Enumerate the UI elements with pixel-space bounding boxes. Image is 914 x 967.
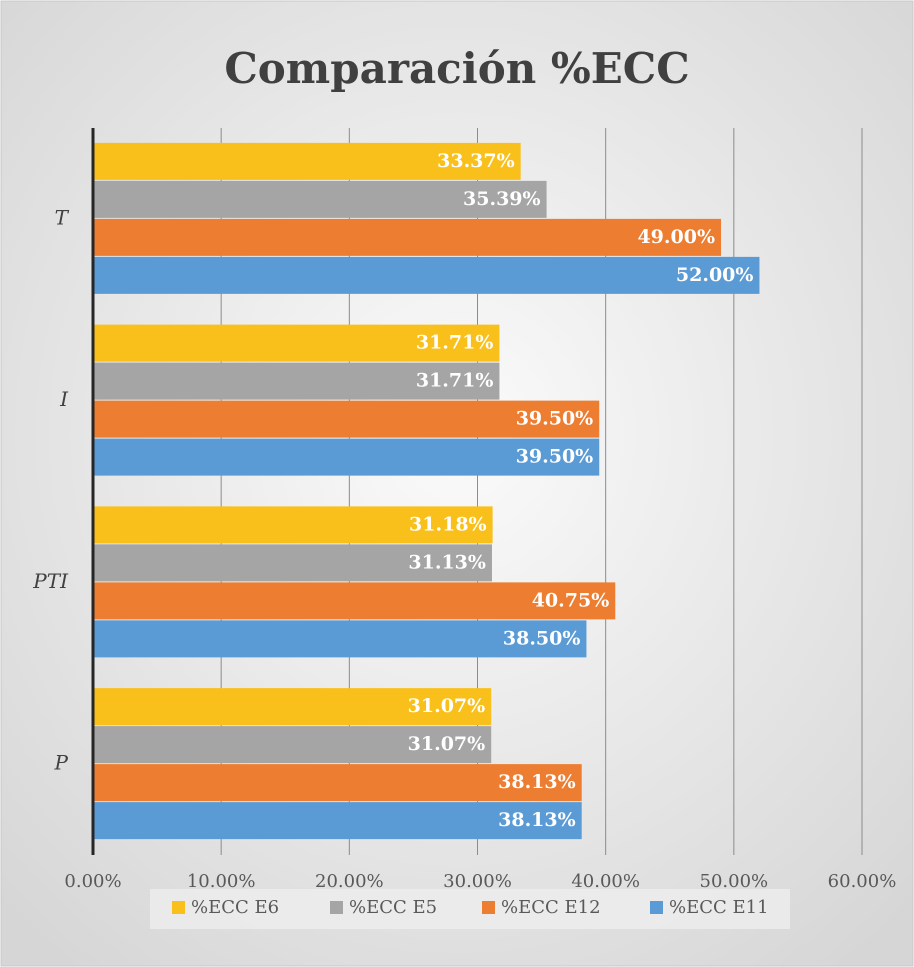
bar	[93, 726, 492, 764]
x-tick-label: 20.00%	[315, 871, 384, 892]
y-tick-label: I	[59, 387, 69, 411]
legend-swatch	[482, 901, 495, 914]
bar	[93, 142, 521, 180]
bar	[93, 544, 492, 582]
data-label: 35.39%	[463, 188, 541, 210]
chart-title: Comparación %ECC	[224, 44, 689, 93]
data-label: 31.07%	[408, 733, 486, 755]
y-tick-label: P	[54, 751, 69, 775]
bar	[93, 400, 600, 438]
legend-label: %ECC E12	[501, 897, 601, 918]
bar	[93, 688, 492, 726]
data-label: 49.00%	[637, 226, 715, 248]
legend-box	[150, 889, 790, 929]
bar	[93, 438, 600, 476]
x-tick-label: 60.00%	[828, 871, 897, 892]
x-tick-label: 10.00%	[187, 871, 256, 892]
bar	[93, 362, 500, 400]
data-label: 52.00%	[676, 264, 754, 286]
y-tick-label: T	[55, 205, 70, 229]
x-tick-label: 30.00%	[443, 871, 512, 892]
data-label: 39.50%	[516, 446, 594, 468]
data-label: 31.18%	[409, 513, 487, 535]
data-label: 38.13%	[498, 809, 576, 831]
bar	[93, 324, 500, 362]
legend-swatch	[330, 901, 343, 914]
x-tick-label: 0.00%	[64, 871, 121, 892]
data-label: 40.75%	[532, 589, 610, 611]
bar	[93, 620, 587, 658]
data-label: 39.50%	[516, 408, 594, 430]
y-tick-label: PTI	[32, 569, 69, 593]
data-label: 33.37%	[437, 150, 515, 172]
data-label: 31.13%	[408, 551, 486, 573]
bar	[93, 764, 582, 802]
data-label: 31.07%	[408, 695, 486, 717]
bar	[93, 802, 582, 840]
bar	[93, 180, 547, 218]
bar	[93, 506, 493, 544]
bar	[93, 256, 760, 294]
x-tick-label: 40.00%	[571, 871, 640, 892]
bar	[93, 218, 722, 256]
legend-label: %ECC E5	[349, 897, 437, 918]
legend-swatch	[650, 901, 663, 914]
legend-label: %ECC E6	[191, 897, 279, 918]
legend-swatch	[172, 901, 185, 914]
x-tick-label: 50.00%	[700, 871, 769, 892]
bar	[93, 582, 616, 620]
data-label: 31.71%	[416, 370, 494, 392]
legend-label: %ECC E11	[669, 897, 769, 918]
data-label: 31.71%	[416, 332, 494, 354]
data-label: 38.50%	[503, 627, 581, 649]
data-label: 38.13%	[498, 771, 576, 793]
